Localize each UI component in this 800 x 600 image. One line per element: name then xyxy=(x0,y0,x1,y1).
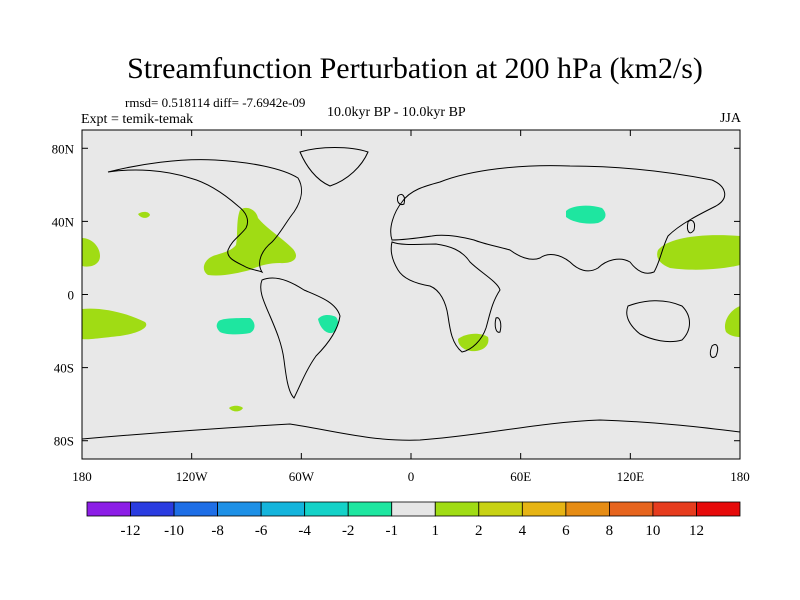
colorbar-label: 1 xyxy=(432,523,440,539)
colorbar-swatch xyxy=(521,501,567,517)
date-line-south-positive xyxy=(724,306,740,337)
y-tick-label: 40N xyxy=(52,214,75,229)
colorbar-swatch xyxy=(652,501,697,517)
y-axis: 80N 40N 0 40S 80S xyxy=(52,141,740,449)
north-pacific-small-positive xyxy=(138,211,150,218)
africa-coast xyxy=(390,241,501,353)
colorbar-label: -2 xyxy=(342,523,355,539)
colorbar-swatch xyxy=(217,501,262,517)
colorbar-swatch xyxy=(173,501,218,517)
colorbar-swatch xyxy=(434,501,480,517)
colorbar-label: 2 xyxy=(475,523,483,539)
stats-label: rmsd= 0.518114 diff= -7.6942e-09 xyxy=(125,95,306,110)
madagascar-coast xyxy=(494,317,502,333)
chart-title: Streamfunction Perturbation at 200 hPa (… xyxy=(127,52,703,85)
colorbar-label: 10 xyxy=(645,523,660,539)
x-tick-label: 120W xyxy=(176,469,209,484)
colorbar-label: -8 xyxy=(211,523,224,539)
new-zealand-coast xyxy=(709,343,719,359)
colorbar-label: -10 xyxy=(164,523,184,539)
colorbar-swatch xyxy=(391,501,436,517)
colorbar-swatch xyxy=(86,501,131,517)
antarctica-coast xyxy=(82,419,740,441)
eurasia-coast xyxy=(390,165,726,274)
colorbar-label: 6 xyxy=(562,523,570,539)
colorbar-swatch xyxy=(347,501,393,517)
colorbar-swatch xyxy=(478,501,523,517)
period-label: 10.0kyr BP - 10.0kyr BP xyxy=(327,105,466,120)
y-tick-label: 40S xyxy=(54,361,74,376)
x-axis: 180 120W 60W 0 60E 120E 180 xyxy=(72,130,750,484)
colorbar-label: -12 xyxy=(121,523,141,539)
colorbar-label: -4 xyxy=(298,523,311,539)
west-pacific-positive xyxy=(657,235,740,270)
experiment-label: Expt = temik-temak xyxy=(81,112,194,127)
colorbar-swatch xyxy=(260,501,306,517)
colorbar-swatch xyxy=(609,501,654,517)
colorbar-swatch xyxy=(130,501,175,517)
australia-coast xyxy=(626,300,690,343)
coastlines xyxy=(82,147,740,441)
south-pacific-positive xyxy=(82,308,147,340)
y-tick-label: 80S xyxy=(54,434,74,449)
colorbar-label: -6 xyxy=(255,523,268,539)
east-pacific-negative xyxy=(216,318,255,335)
x-tick-label: 120E xyxy=(617,469,645,484)
x-tick-label: 180 xyxy=(72,469,92,484)
north-america-atlantic-positive xyxy=(203,207,296,276)
x-tick-label: 60W xyxy=(289,469,315,484)
japan-coast xyxy=(687,219,695,234)
season-label: JJA xyxy=(719,111,741,126)
central-pacific-north-positive xyxy=(82,238,100,267)
x-tick-label: 0 xyxy=(408,469,415,484)
south-america-coast xyxy=(260,277,341,399)
colorbar-label: -1 xyxy=(385,523,398,539)
y-tick-label: 0 xyxy=(68,288,75,303)
colorbar-label: 8 xyxy=(606,523,614,539)
colorbar-swatch xyxy=(565,501,610,517)
map-background xyxy=(82,130,740,459)
uk-coast xyxy=(397,193,405,205)
colorbar: -12 -10 -8 -6 -4 -2 -1 1 2 4 6 8 10 12 xyxy=(86,501,741,539)
colorbar-label: 4 xyxy=(519,523,527,539)
colorbar-swatch xyxy=(696,501,741,517)
south-atlantic-negative xyxy=(318,314,339,334)
central-asia-negative xyxy=(566,205,606,224)
colorbar-label: 12 xyxy=(689,523,704,539)
x-tick-label: 180 xyxy=(730,469,750,484)
greenland-coast xyxy=(299,147,369,187)
south-pacific-small-positive xyxy=(229,405,243,412)
north-america-coast xyxy=(107,159,302,274)
colorbar-swatch xyxy=(304,501,349,517)
contour-regions xyxy=(82,205,740,412)
x-tick-label: 60E xyxy=(510,469,531,484)
y-tick-label: 80N xyxy=(52,141,75,156)
